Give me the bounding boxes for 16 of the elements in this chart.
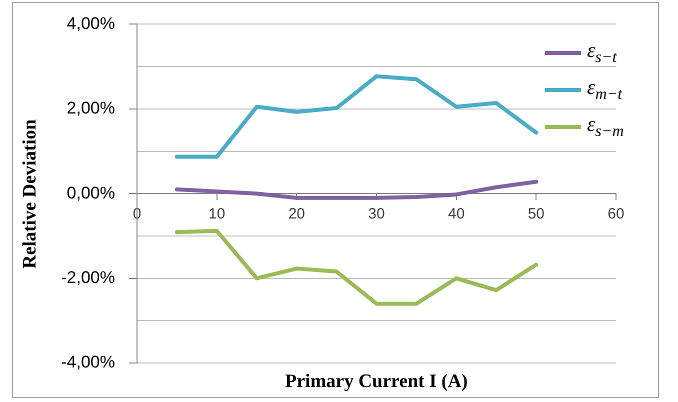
x-tick-label: 20 <box>288 206 306 223</box>
y-tick-label: 4,00% <box>66 14 115 33</box>
y-tick-label: -4,00% <box>61 352 115 372</box>
x-axis-title: Primary Current I (A) <box>285 371 468 393</box>
x-tick-label: 60 <box>608 206 624 223</box>
legend-label: ε$_{s−m}$ <box>587 112 624 142</box>
legend-label: ε$_{s−t}$ <box>587 38 617 68</box>
x-tick-label: 10 <box>208 206 226 223</box>
x-tick-label: 50 <box>528 206 545 223</box>
legend-label: ε$_{m−t}$ <box>587 75 622 104</box>
x-tick-label: 40 <box>448 206 465 223</box>
y-axis-title: Relative Deviation <box>19 118 42 268</box>
x-tick-label: 30 <box>368 206 385 223</box>
y-tick-label: -2,00% <box>61 268 115 287</box>
y-tick-label: 2,00% <box>66 98 115 118</box>
y-tick-label: 0,00% <box>66 183 115 202</box>
